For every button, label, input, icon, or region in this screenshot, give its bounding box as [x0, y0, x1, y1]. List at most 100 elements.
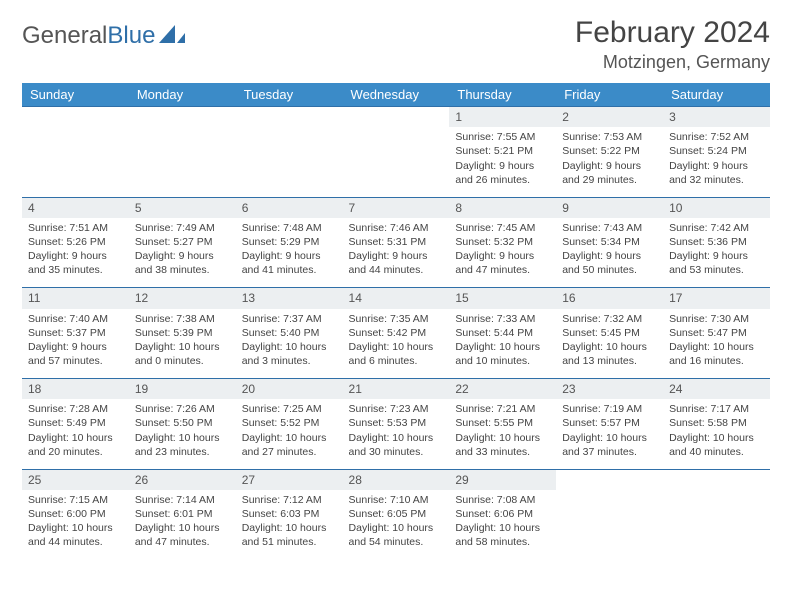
day-details: Sunrise: 7:35 AMSunset: 5:42 PMDaylight:…	[343, 309, 450, 375]
day-details: Sunrise: 7:43 AMSunset: 5:34 PMDaylight:…	[556, 218, 663, 284]
daylight-line: Daylight: 10 hours and 44 minutes.	[28, 521, 123, 549]
daylight-line: Daylight: 9 hours and 26 minutes.	[455, 159, 550, 187]
daylight-line: Daylight: 9 hours and 53 minutes.	[669, 249, 764, 277]
day-number: 27	[236, 470, 343, 490]
sunset-line: Sunset: 6:00 PM	[28, 507, 123, 521]
daylight-line: Daylight: 10 hours and 23 minutes.	[135, 431, 230, 459]
day-cell: Sunrise: 7:12 AMSunset: 6:03 PMDaylight:…	[236, 490, 343, 560]
daylight-line: Daylight: 9 hours and 29 minutes.	[562, 159, 657, 187]
day-number: 23	[556, 379, 663, 399]
sunset-line: Sunset: 6:01 PM	[135, 507, 230, 521]
weekday-header: Wednesday	[343, 83, 450, 107]
day-number: 21	[343, 379, 450, 399]
day-number: 15	[449, 288, 556, 308]
day-cell	[129, 127, 236, 197]
day-cell: Sunrise: 7:14 AMSunset: 6:01 PMDaylight:…	[129, 490, 236, 560]
day-cell: Sunrise: 7:15 AMSunset: 6:00 PMDaylight:…	[22, 490, 129, 560]
daylight-line: Daylight: 9 hours and 47 minutes.	[455, 249, 550, 277]
day-cell	[343, 127, 450, 197]
day-details: Sunrise: 7:15 AMSunset: 6:00 PMDaylight:…	[22, 490, 129, 556]
day-number: 6	[236, 198, 343, 218]
daylight-line: Daylight: 10 hours and 30 minutes.	[349, 431, 444, 459]
sunset-line: Sunset: 5:42 PM	[349, 326, 444, 340]
daylight-line: Daylight: 10 hours and 3 minutes.	[242, 340, 337, 368]
sunset-line: Sunset: 5:27 PM	[135, 235, 230, 249]
day-details: Sunrise: 7:55 AMSunset: 5:21 PMDaylight:…	[449, 127, 556, 193]
day-details: Sunrise: 7:21 AMSunset: 5:55 PMDaylight:…	[449, 399, 556, 465]
sunset-line: Sunset: 6:03 PM	[242, 507, 337, 521]
day-number	[22, 107, 129, 111]
daylight-line: Daylight: 9 hours and 50 minutes.	[562, 249, 657, 277]
daylight-line: Daylight: 9 hours and 32 minutes.	[669, 159, 764, 187]
sunrise-line: Sunrise: 7:28 AM	[28, 402, 123, 416]
daylight-line: Daylight: 10 hours and 33 minutes.	[455, 431, 550, 459]
daylight-line: Daylight: 10 hours and 40 minutes.	[669, 431, 764, 459]
weekday-header: Tuesday	[236, 83, 343, 107]
sunrise-line: Sunrise: 7:33 AM	[455, 312, 550, 326]
daylight-line: Daylight: 10 hours and 13 minutes.	[562, 340, 657, 368]
daylight-line: Daylight: 10 hours and 37 minutes.	[562, 431, 657, 459]
day-number: 24	[663, 379, 770, 399]
sunrise-line: Sunrise: 7:19 AM	[562, 402, 657, 416]
sunrise-line: Sunrise: 7:48 AM	[242, 221, 337, 235]
sunrise-line: Sunrise: 7:14 AM	[135, 493, 230, 507]
day-cell: Sunrise: 7:32 AMSunset: 5:45 PMDaylight:…	[556, 309, 663, 379]
sunrise-line: Sunrise: 7:53 AM	[562, 130, 657, 144]
day-cell: Sunrise: 7:46 AMSunset: 5:31 PMDaylight:…	[343, 218, 450, 288]
day-number-row: 123	[22, 107, 770, 128]
daylight-line: Daylight: 10 hours and 10 minutes.	[455, 340, 550, 368]
day-details: Sunrise: 7:17 AMSunset: 5:58 PMDaylight:…	[663, 399, 770, 465]
sunset-line: Sunset: 5:24 PM	[669, 144, 764, 158]
weekday-header: Saturday	[663, 83, 770, 107]
day-cell: Sunrise: 7:25 AMSunset: 5:52 PMDaylight:…	[236, 399, 343, 469]
sunrise-line: Sunrise: 7:46 AM	[349, 221, 444, 235]
sunrise-line: Sunrise: 7:30 AM	[669, 312, 764, 326]
day-cell: Sunrise: 7:38 AMSunset: 5:39 PMDaylight:…	[129, 309, 236, 379]
sunset-line: Sunset: 5:57 PM	[562, 416, 657, 430]
day-details: Sunrise: 7:40 AMSunset: 5:37 PMDaylight:…	[22, 309, 129, 375]
daylight-line: Daylight: 10 hours and 51 minutes.	[242, 521, 337, 549]
day-cell	[22, 127, 129, 197]
daylight-line: Daylight: 10 hours and 6 minutes.	[349, 340, 444, 368]
daylight-line: Daylight: 10 hours and 20 minutes.	[28, 431, 123, 459]
sunrise-line: Sunrise: 7:21 AM	[455, 402, 550, 416]
day-details: Sunrise: 7:51 AMSunset: 5:26 PMDaylight:…	[22, 218, 129, 284]
day-number: 26	[129, 470, 236, 490]
day-cell: Sunrise: 7:40 AMSunset: 5:37 PMDaylight:…	[22, 309, 129, 379]
day-details: Sunrise: 7:23 AMSunset: 5:53 PMDaylight:…	[343, 399, 450, 465]
day-number	[663, 470, 770, 474]
day-details: Sunrise: 7:28 AMSunset: 5:49 PMDaylight:…	[22, 399, 129, 465]
sunrise-line: Sunrise: 7:15 AM	[28, 493, 123, 507]
sunrise-line: Sunrise: 7:35 AM	[349, 312, 444, 326]
day-cell: Sunrise: 7:26 AMSunset: 5:50 PMDaylight:…	[129, 399, 236, 469]
day-number: 10	[663, 198, 770, 218]
day-cell: Sunrise: 7:55 AMSunset: 5:21 PMDaylight:…	[449, 127, 556, 197]
day-cell: Sunrise: 7:23 AMSunset: 5:53 PMDaylight:…	[343, 399, 450, 469]
day-details: Sunrise: 7:10 AMSunset: 6:05 PMDaylight:…	[343, 490, 450, 556]
sunset-line: Sunset: 5:31 PM	[349, 235, 444, 249]
day-cell: Sunrise: 7:37 AMSunset: 5:40 PMDaylight:…	[236, 309, 343, 379]
sunset-line: Sunset: 5:45 PM	[562, 326, 657, 340]
day-number: 9	[556, 198, 663, 218]
daylight-line: Daylight: 10 hours and 27 minutes.	[242, 431, 337, 459]
sunset-line: Sunset: 5:26 PM	[28, 235, 123, 249]
day-cell: Sunrise: 7:42 AMSunset: 5:36 PMDaylight:…	[663, 218, 770, 288]
day-number-row: 2526272829	[22, 469, 770, 490]
day-number: 22	[449, 379, 556, 399]
weekday-header: Thursday	[449, 83, 556, 107]
sunrise-line: Sunrise: 7:32 AM	[562, 312, 657, 326]
daylight-line: Daylight: 10 hours and 16 minutes.	[669, 340, 764, 368]
sunset-line: Sunset: 5:53 PM	[349, 416, 444, 430]
day-details: Sunrise: 7:12 AMSunset: 6:03 PMDaylight:…	[236, 490, 343, 556]
sunset-line: Sunset: 5:36 PM	[669, 235, 764, 249]
day-number: 3	[663, 107, 770, 127]
logo-text-general: General	[22, 22, 107, 49]
sunset-line: Sunset: 6:05 PM	[349, 507, 444, 521]
daylight-line: Daylight: 9 hours and 41 minutes.	[242, 249, 337, 277]
sunset-line: Sunset: 5:40 PM	[242, 326, 337, 340]
week-row: Sunrise: 7:28 AMSunset: 5:49 PMDaylight:…	[22, 399, 770, 469]
day-cell	[556, 490, 663, 560]
day-cell: Sunrise: 7:48 AMSunset: 5:29 PMDaylight:…	[236, 218, 343, 288]
sunset-line: Sunset: 5:34 PM	[562, 235, 657, 249]
day-details: Sunrise: 7:38 AMSunset: 5:39 PMDaylight:…	[129, 309, 236, 375]
